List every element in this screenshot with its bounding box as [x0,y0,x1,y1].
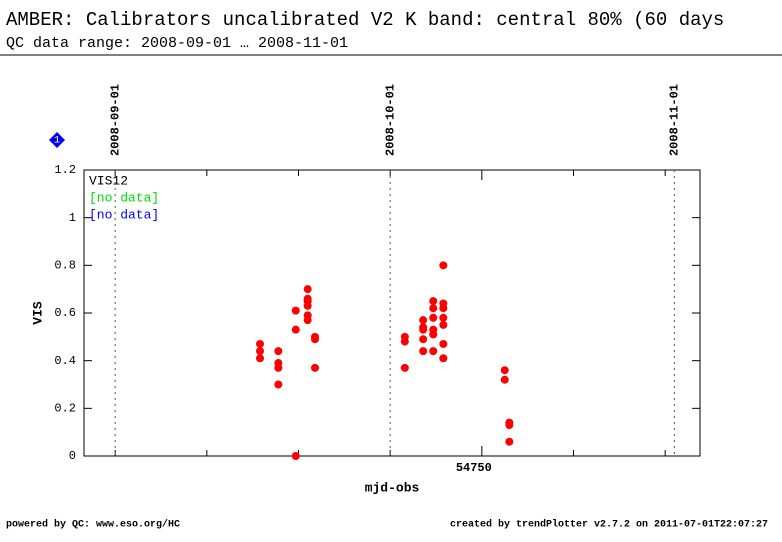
legend-label: VIS12 [89,173,128,188]
point [429,304,438,313]
point [291,306,300,315]
point [419,316,428,325]
chart-subtitle: QC data range: 2008-09-01 … 2008-11-01 [6,35,348,52]
legend-label: [no data] [89,190,159,205]
y-tick-label: 1 [69,211,76,225]
point [439,304,448,313]
point [256,339,264,348]
footer-right: created by trendPlotter v2.7.2 on 2011-0… [450,519,768,531]
point [291,325,300,334]
point [439,339,448,348]
legend-label: [no data] [89,207,159,222]
point [419,325,428,334]
point [303,301,312,310]
point [439,354,448,363]
point [256,354,264,363]
date-label: 2008-09-01 [108,84,122,156]
point [439,261,448,270]
date-label: 2008-11-01 [668,84,682,156]
point [419,347,428,356]
y-tick-label: 0.8 [54,259,76,273]
point [429,330,438,339]
point [303,294,312,303]
point [311,363,319,372]
point [505,421,514,430]
marker-label: 1 [54,136,60,147]
point [311,335,319,344]
footer-left: powered by QC: www.eso.org/HC [6,519,180,531]
chart-title: AMBER: Calibrators uncalibrated V2 K ban… [6,9,724,31]
point [274,380,283,389]
y-tick-label: 0 [69,449,76,463]
plot-frame [83,169,701,457]
point [505,437,514,446]
y-tick-label: 0.6 [54,306,76,320]
point [291,452,300,460]
marker-icon [49,132,65,148]
point [274,347,283,356]
point [400,337,409,346]
y-axis-label: VIS [30,301,45,325]
y-tick-label: 1.2 [54,163,76,177]
point [429,297,438,306]
point [429,347,438,356]
y-tick-label: 0.2 [54,402,76,416]
y-tick-label: 0.4 [54,354,76,368]
x-tick-label: 54750 [456,461,492,475]
point [303,316,312,325]
date-label: 2008-10-01 [383,84,397,156]
point [500,375,509,384]
point [274,363,283,372]
point [419,335,428,344]
point [429,313,438,322]
point [500,366,509,375]
point [439,320,448,329]
x-axis-label: mjd-obs [365,480,420,495]
point [256,347,264,356]
point [303,285,312,294]
point [439,313,448,322]
point [400,363,409,372]
